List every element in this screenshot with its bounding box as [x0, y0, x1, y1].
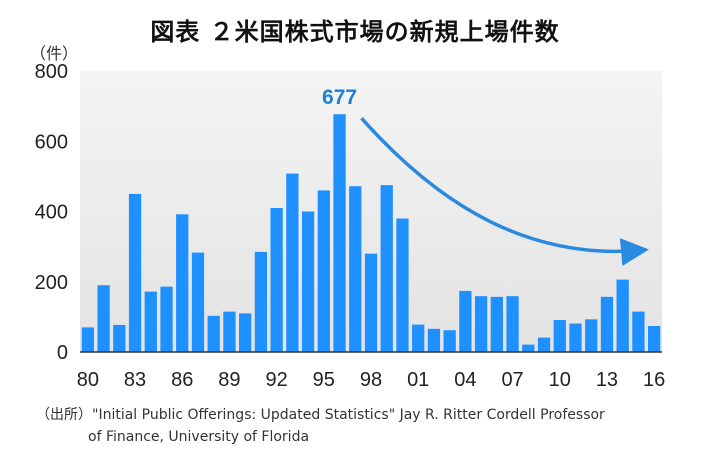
bar-2013	[600, 296, 614, 352]
x-tick-label: 80	[77, 369, 99, 391]
bar-1982	[113, 324, 126, 352]
bar-1992	[270, 207, 283, 352]
bar-1988	[207, 315, 220, 352]
y-tick-label: 400	[35, 202, 68, 224]
x-tick-label: 10	[549, 369, 571, 391]
x-tick-label: 16	[643, 369, 665, 391]
bar-1991	[254, 251, 268, 352]
x-tick-label: 86	[171, 369, 193, 391]
bar-1997	[349, 186, 362, 352]
bar-2007	[506, 296, 519, 352]
bar-2003	[443, 330, 456, 352]
bar-2015	[632, 311, 645, 352]
bar-1987	[191, 252, 205, 352]
source-note: （出所）"Initial Public Offerings: Updated S…	[36, 404, 605, 448]
bar-1989	[223, 311, 236, 352]
bar-1999	[380, 185, 393, 352]
bar-1986	[176, 214, 189, 352]
x-tick-label: 83	[124, 369, 146, 391]
bar-1998	[364, 253, 378, 352]
bar-1980	[81, 327, 94, 352]
x-tick-label: 04	[454, 369, 476, 391]
bar-2008	[522, 344, 535, 352]
bar-1984	[144, 291, 157, 352]
bar-1996	[333, 114, 346, 352]
bar-2009	[537, 337, 551, 352]
bar-1993	[286, 173, 299, 352]
bar-2016	[648, 326, 661, 352]
bar-2004	[459, 290, 472, 352]
bar-2010	[553, 320, 566, 352]
y-tick-label: 600	[35, 131, 68, 153]
source-line-1: （出所）"Initial Public Offerings: Updated S…	[36, 407, 605, 423]
x-tick-label: 07	[501, 369, 523, 391]
bar-2014	[616, 279, 629, 352]
y-tick-label: 0	[57, 342, 68, 364]
bar-2000	[396, 218, 409, 352]
bar-2012	[585, 319, 598, 352]
bar-1994	[301, 211, 315, 352]
x-tick-label: 13	[596, 369, 618, 391]
bar-1983	[128, 193, 142, 352]
x-tick-label: 95	[313, 369, 335, 391]
peak-annotation-label: 677	[322, 86, 357, 109]
y-tick-label: 200	[35, 272, 68, 294]
source-line-2: of Finance, University of Florida	[88, 429, 310, 445]
bar-1985	[160, 286, 173, 352]
x-tick-label: 01	[407, 369, 429, 391]
x-tick-label: 98	[360, 369, 382, 391]
y-axis-unit-label: （件）	[30, 44, 79, 63]
chart-title: 図表 ２米国株式市場の新規上場件数	[150, 18, 560, 46]
bar-2011	[569, 323, 582, 352]
bar-2002	[427, 328, 441, 352]
bar-2006	[490, 296, 503, 352]
bar-2001	[412, 324, 425, 352]
trend-arrow	[360, 117, 649, 266]
bar-2005	[474, 296, 488, 352]
y-tick-label: 800	[35, 61, 68, 83]
x-tick-label: 92	[265, 369, 287, 391]
bar-1981	[97, 285, 110, 352]
bar-1990	[239, 313, 252, 352]
x-tick-label: 89	[218, 369, 240, 391]
bar-1995	[317, 190, 330, 352]
